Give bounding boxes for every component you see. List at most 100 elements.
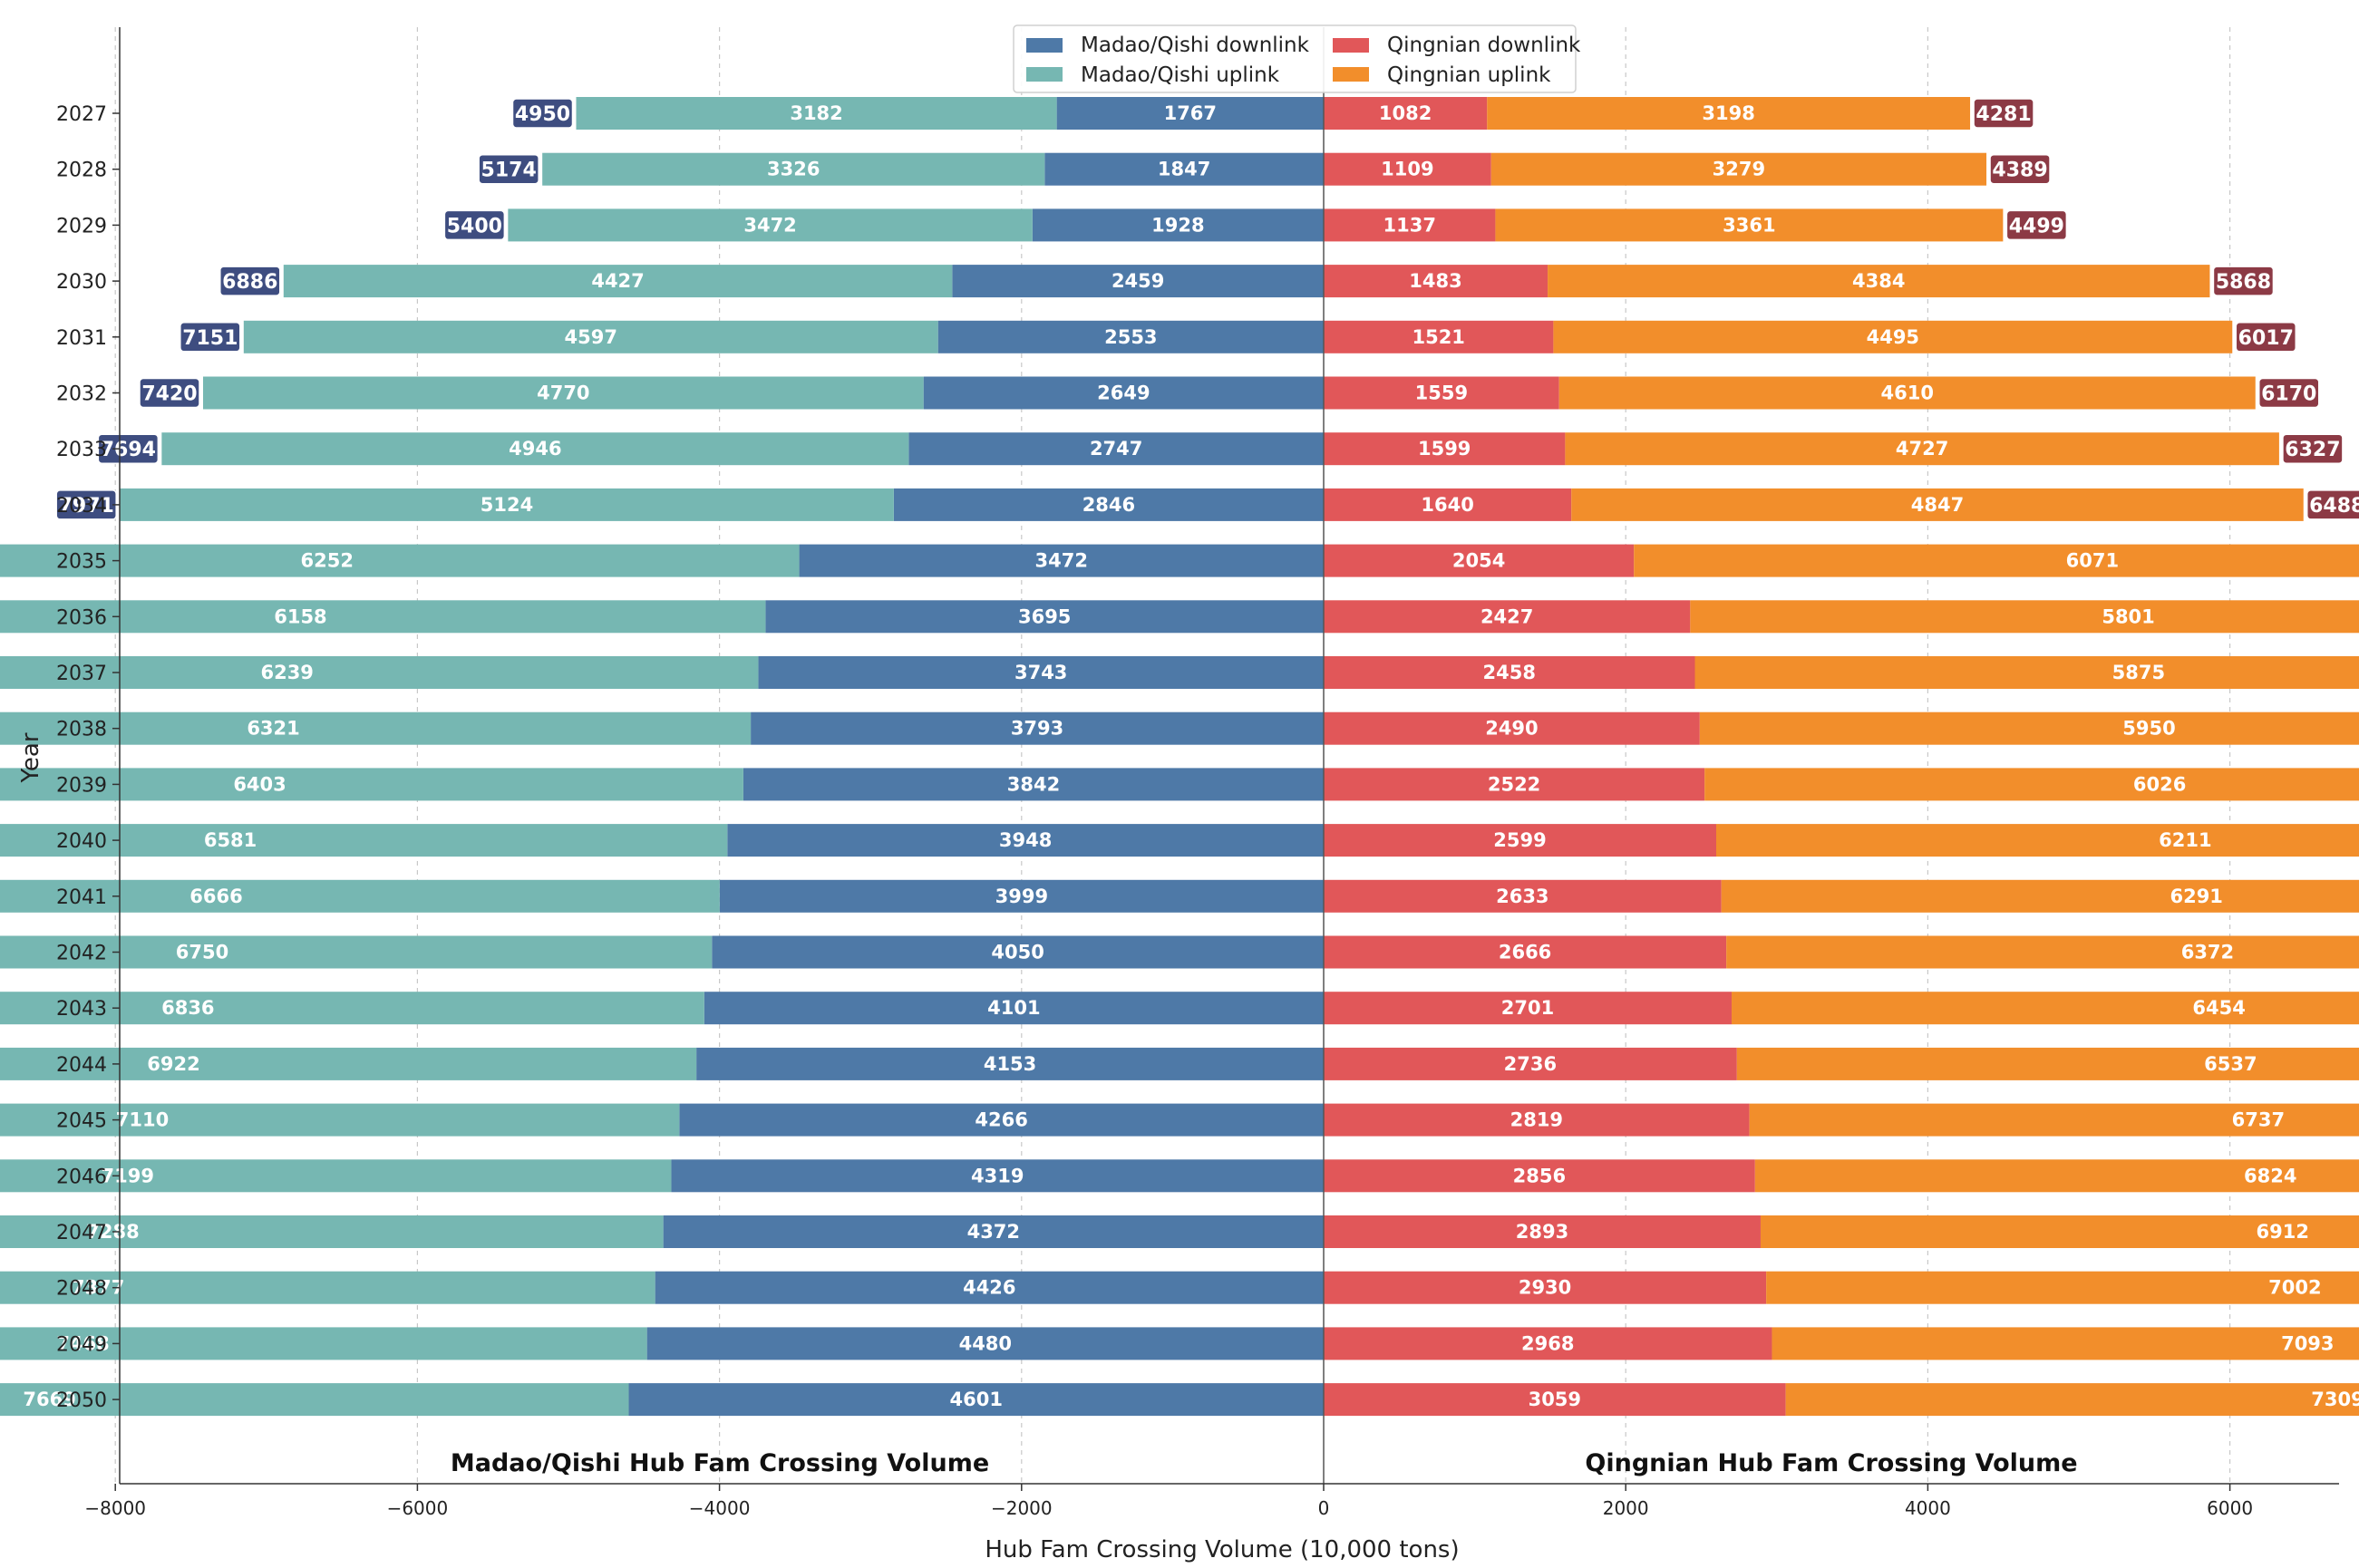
total-badge-qingnian bbox=[2258, 377, 2320, 409]
bar-madao-uplink bbox=[0, 711, 752, 745]
bar-madao-uplink bbox=[0, 1327, 647, 1360]
y-tick-label: 2046 bbox=[56, 1166, 107, 1188]
bar-qingnian-downlink bbox=[1324, 152, 1491, 186]
bar-madao-uplink bbox=[202, 376, 924, 410]
total-badge-qingnian bbox=[2306, 489, 2359, 520]
label-qingnian-downlink: 2458 bbox=[1483, 662, 1536, 683]
label-madao-downlink: 4480 bbox=[959, 1332, 1012, 1354]
bar-madao-downlink bbox=[923, 376, 1324, 410]
label-qingnian-downlink: 2968 bbox=[1521, 1332, 1574, 1354]
label-qingnian-downlink: 2633 bbox=[1496, 886, 1548, 907]
bar-qingnian-downlink bbox=[1324, 1103, 1750, 1137]
label-madao-uplink: 7468 bbox=[56, 1332, 109, 1354]
y-tick-label: 2048 bbox=[56, 1278, 107, 1301]
label-qingnian-downlink: 1483 bbox=[1409, 270, 1461, 292]
label-qingnian-uplink: 6071 bbox=[2066, 550, 2119, 572]
bar-madao-uplink bbox=[0, 656, 759, 689]
label-madao-uplink: 5124 bbox=[481, 494, 533, 516]
y-tick-label: 2030 bbox=[56, 271, 107, 294]
label-madao-downlink: 2459 bbox=[1112, 270, 1164, 292]
bar-qingnian-uplink bbox=[1715, 824, 2359, 857]
label-madao-downlink: 3948 bbox=[999, 829, 1052, 851]
bar-madao-uplink bbox=[0, 1383, 629, 1417]
total-label-madao: 5174 bbox=[481, 160, 537, 182]
label-qingnian-uplink: 7309 bbox=[2311, 1389, 2359, 1410]
bar-madao-uplink bbox=[0, 1215, 664, 1248]
label-madao-downlink: 4266 bbox=[975, 1109, 1027, 1131]
label-qingnian-downlink: 1599 bbox=[1418, 438, 1471, 460]
label-qingnian-downlink: 2856 bbox=[1513, 1165, 1566, 1186]
y-tick-label: 2028 bbox=[56, 160, 107, 182]
label-madao-uplink: 3182 bbox=[790, 102, 842, 124]
bar-madao-downlink bbox=[1032, 208, 1324, 242]
legend-box bbox=[1013, 24, 1577, 93]
bar-madao-downlink bbox=[952, 265, 1324, 298]
label-madao-uplink: 6321 bbox=[247, 718, 299, 740]
bar-qingnian-downlink bbox=[1324, 208, 1496, 242]
grid-layer bbox=[114, 27, 2231, 1484]
label-qingnian-downlink: 1521 bbox=[1412, 326, 1464, 348]
x-tick-label: 6000 bbox=[2207, 1497, 2253, 1519]
bar-madao-downlink bbox=[646, 1327, 1324, 1360]
bar-qingnian-uplink bbox=[1754, 1159, 2359, 1193]
label-qingnian-downlink: 2666 bbox=[1499, 942, 1551, 963]
bar-madao-downlink bbox=[758, 656, 1324, 689]
label-madao-uplink: 7199 bbox=[102, 1165, 154, 1186]
axes-layer: −12,000−10,000−8000−6000−4000−2000020004… bbox=[56, 27, 2339, 1519]
label-qingnian-uplink: 6026 bbox=[2133, 773, 2186, 795]
bar-qingnian-uplink bbox=[1487, 97, 1971, 130]
label-qingnian-downlink: 2490 bbox=[1485, 718, 1538, 740]
bars-layer bbox=[0, 97, 2359, 1417]
bar-qingnian-uplink bbox=[1760, 1215, 2359, 1248]
legend-swatch-qingnian-downlink bbox=[1333, 38, 1369, 53]
total-label-madao: 4950 bbox=[515, 103, 570, 126]
legend-label-madao-uplink: Madao/Qishi uplink bbox=[1081, 63, 1280, 87]
label-qingnian-downlink: 1082 bbox=[1379, 102, 1432, 124]
x-tick-label: −8000 bbox=[84, 1497, 146, 1519]
label-madao-downlink: 4101 bbox=[987, 997, 1040, 1019]
label-madao-uplink: 4597 bbox=[565, 326, 617, 348]
label-qingnian-downlink: 1137 bbox=[1383, 214, 1435, 236]
total-label-madao: 7151 bbox=[182, 327, 238, 350]
bar-qingnian-downlink bbox=[1324, 1271, 1767, 1304]
bar-madao-uplink bbox=[0, 824, 728, 857]
label-qingnian-uplink: 4847 bbox=[1911, 494, 1964, 516]
bar-madao-downlink bbox=[743, 768, 1324, 801]
label-madao-downlink: 4426 bbox=[963, 1277, 1015, 1299]
bar-qingnian-downlink bbox=[1324, 656, 1695, 689]
legend-swatch-madao-uplink bbox=[1026, 67, 1063, 82]
bar-madao-downlink bbox=[893, 488, 1324, 521]
y-tick-label: 2033 bbox=[56, 439, 107, 461]
bar-qingnian-uplink bbox=[1704, 768, 2359, 801]
label-madao-downlink: 3842 bbox=[1007, 773, 1060, 795]
bar-madao-uplink bbox=[0, 879, 720, 913]
bar-qingnian-downlink bbox=[1324, 935, 1727, 969]
legend-swatch-madao-downlink bbox=[1026, 38, 1063, 53]
y-tick-label: 2031 bbox=[56, 327, 107, 350]
bar-qingnian-downlink bbox=[1324, 544, 1635, 577]
bar-qingnian-uplink bbox=[1699, 711, 2359, 745]
y-tick-label: 2035 bbox=[56, 551, 107, 574]
bar-madao-downlink bbox=[799, 544, 1324, 577]
bar-madao-uplink bbox=[576, 97, 1057, 130]
bar-qingnian-downlink bbox=[1324, 488, 1572, 521]
label-qingnian-uplink: 4610 bbox=[1881, 382, 1934, 404]
label-qingnian-uplink: 6291 bbox=[2170, 886, 2222, 907]
label-madao-uplink: 6158 bbox=[274, 605, 326, 627]
label-madao-uplink: 6239 bbox=[260, 662, 313, 683]
label-madao-uplink: 6252 bbox=[301, 550, 354, 572]
label-qingnian-uplink: 5875 bbox=[2112, 662, 2165, 683]
label-madao-uplink: 6403 bbox=[233, 773, 286, 795]
label-qingnian-uplink: 6912 bbox=[2257, 1221, 2309, 1243]
label-qingnian-downlink: 2599 bbox=[1493, 829, 1546, 851]
label-qingnian-uplink: 6211 bbox=[2159, 829, 2211, 851]
bar-qingnian-downlink bbox=[1324, 992, 1732, 1025]
label-madao-downlink: 1767 bbox=[1164, 102, 1217, 124]
total-badge-qingnian bbox=[2282, 433, 2344, 464]
label-qingnian-uplink: 7002 bbox=[2268, 1277, 2321, 1299]
total-label-madao: 7420 bbox=[141, 383, 197, 406]
bar-madao-uplink bbox=[243, 320, 938, 353]
total-badge-qingnian bbox=[2235, 322, 2297, 353]
bar-madao-downlink bbox=[679, 1103, 1324, 1137]
